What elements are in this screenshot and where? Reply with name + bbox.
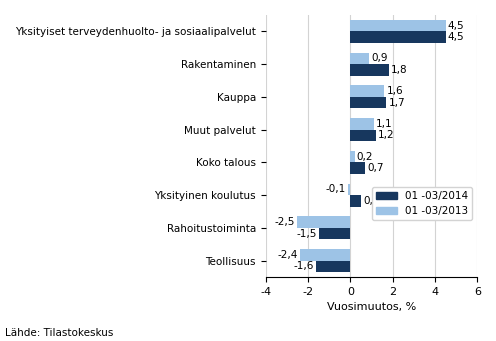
Bar	[316, 261, 350, 272]
Bar	[348, 184, 350, 195]
Bar	[350, 118, 373, 130]
Text: Lähde: Tilastokeskus: Lähde: Tilastokeskus	[5, 328, 113, 338]
Bar	[300, 249, 350, 261]
Legend: 01 -03/2014, 01 -03/2013: 01 -03/2014, 01 -03/2013	[372, 187, 472, 221]
Text: 4,5: 4,5	[448, 32, 464, 42]
Text: -2,4: -2,4	[277, 250, 298, 260]
Bar	[350, 64, 388, 76]
Text: 1,1: 1,1	[376, 119, 392, 129]
Text: 0,5: 0,5	[363, 196, 379, 206]
Bar	[350, 97, 386, 108]
Text: 0,7: 0,7	[368, 163, 384, 173]
Text: 4,5: 4,5	[448, 21, 464, 31]
Bar	[350, 86, 384, 97]
Text: 0,9: 0,9	[372, 54, 388, 63]
Bar	[318, 228, 350, 239]
Text: -1,5: -1,5	[296, 229, 316, 239]
Text: 1,7: 1,7	[388, 98, 405, 108]
Bar	[350, 31, 446, 43]
Text: 1,6: 1,6	[386, 86, 403, 96]
Bar	[350, 195, 361, 207]
Bar	[298, 217, 350, 228]
Bar	[350, 151, 355, 162]
Text: 0,2: 0,2	[357, 152, 373, 162]
Text: -2,5: -2,5	[275, 217, 295, 227]
X-axis label: Vuosimuutos, %: Vuosimuutos, %	[327, 302, 416, 312]
Text: -1,6: -1,6	[294, 262, 314, 271]
Text: 1,8: 1,8	[391, 65, 407, 75]
Bar	[350, 20, 446, 31]
Text: -0,1: -0,1	[326, 184, 346, 194]
Text: 1,2: 1,2	[378, 130, 394, 140]
Bar	[350, 53, 370, 64]
Bar	[350, 130, 376, 141]
Bar	[350, 162, 365, 174]
